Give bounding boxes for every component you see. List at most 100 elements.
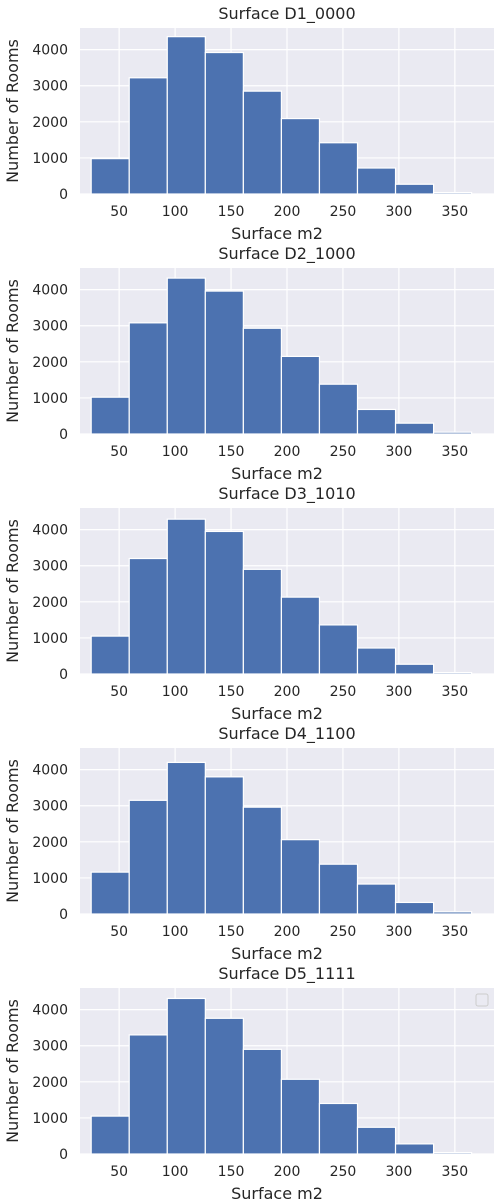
histogram-bar (394, 663, 435, 675)
subplot-5: Surface D5_1111 50 100 150 200 250 300 350 0 1000… (3, 964, 494, 1200)
y-tick-label: 0 (59, 667, 68, 683)
y-axis-label: Number of Rooms (3, 519, 22, 663)
x-tick-label: 100 (162, 924, 189, 940)
histogram-bar (90, 871, 130, 915)
x-tick-label: 100 (162, 204, 189, 220)
chart-title: Surface D5_1111 (218, 964, 355, 984)
chart-title: Surface D2_1000 (218, 244, 355, 264)
x-tick-label: 100 (162, 1164, 189, 1180)
x-tick-label: 150 (218, 924, 245, 940)
histogram-bar (394, 901, 435, 915)
x-tick-label: 200 (274, 684, 301, 700)
histogram-bar (318, 624, 359, 675)
histogram-bar (280, 1078, 321, 1155)
y-axis-label: Number of Rooms (3, 759, 22, 903)
histogram-bar (242, 806, 283, 915)
histogram-bar (90, 396, 130, 435)
histogram-bar (166, 761, 206, 915)
y-tick-label: 1000 (32, 151, 68, 167)
histogram-bar (318, 1102, 359, 1155)
subplot-3: Surface D3_1010 50 100 150 200 250 300 350 0 1000… (3, 484, 494, 723)
x-tick-label: 100 (162, 444, 189, 460)
histogram-bar (204, 776, 244, 915)
y-axis-label: Number of Rooms (3, 279, 22, 423)
histogram-bar (128, 77, 168, 195)
y-tick-label: 4000 (32, 523, 68, 539)
histogram-bar (356, 167, 397, 195)
histogram-bar (280, 839, 321, 915)
y-tick-label: 3000 (32, 1039, 68, 1055)
x-tick-label: 250 (330, 444, 357, 460)
y-tick-label: 0 (59, 907, 68, 923)
y-axis-label: Number of Rooms (3, 999, 22, 1143)
histogram-bar (280, 596, 321, 675)
x-tick-label: 50 (110, 204, 128, 220)
subplot-2: Surface D2_1000 50 100 150 200 250 300 350 0 1000… (3, 244, 494, 483)
chart-title: Surface D4_1100 (218, 724, 355, 744)
histogram-bar (242, 327, 283, 435)
y-tick-label: 4000 (32, 43, 68, 59)
chart-title: Surface D3_1010 (218, 484, 355, 504)
y-tick-label: 2000 (32, 835, 68, 851)
histogram-bar (128, 1034, 168, 1155)
x-tick-label: 350 (441, 204, 468, 220)
x-tick-label: 50 (110, 684, 128, 700)
histogram-bar (280, 355, 321, 435)
histogram-bar (128, 557, 168, 675)
x-axis-label: Surface m2 (231, 224, 323, 243)
x-tick-label: 300 (386, 924, 413, 940)
histogram-bar (432, 1151, 473, 1155)
y-tick-label: 1000 (32, 871, 68, 887)
histogram-bar (432, 911, 473, 915)
histogram-bar (204, 51, 244, 195)
histogram-bar (356, 1126, 397, 1155)
histogram-bar (90, 158, 130, 195)
y-tick-label: 3000 (32, 79, 68, 95)
x-tick-label: 350 (441, 1164, 468, 1180)
histogram-bar (166, 277, 206, 435)
histogram-bar (432, 431, 473, 435)
x-tick-label: 50 (110, 444, 128, 460)
x-tick-label: 250 (330, 204, 357, 220)
histogram-bar (432, 671, 473, 675)
histogram-bar (394, 1143, 435, 1155)
histogram-bar (90, 1115, 130, 1155)
y-tick-label: 0 (59, 187, 68, 203)
legend-box (475, 993, 489, 1007)
y-tick-label: 1000 (32, 1111, 68, 1127)
y-tick-label: 1000 (32, 631, 68, 647)
histogram-bar (90, 635, 130, 675)
x-tick-label: 300 (386, 204, 413, 220)
x-tick-label: 250 (330, 924, 357, 940)
histogram-bar (204, 530, 244, 675)
x-tick-label: 50 (110, 924, 128, 940)
x-tick-label: 150 (218, 684, 245, 700)
y-tick-label: 2000 (32, 595, 68, 611)
x-tick-label: 200 (274, 204, 301, 220)
x-axis-label: Surface m2 (231, 464, 323, 483)
chart-title: Surface D1_0000 (218, 4, 355, 24)
histogram-bar (204, 1017, 244, 1155)
histogram-bar (356, 647, 397, 675)
y-axis-label: Number of Rooms (3, 39, 22, 183)
x-axis-label: Surface m2 (231, 1184, 323, 1200)
y-tick-label: 4000 (32, 1003, 68, 1019)
x-tick-label: 150 (218, 1164, 245, 1180)
x-tick-label: 250 (330, 1164, 357, 1180)
histogram-bar (128, 799, 168, 915)
x-tick-label: 350 (441, 924, 468, 940)
x-tick-label: 350 (441, 444, 468, 460)
x-tick-label: 100 (162, 684, 189, 700)
histogram-bar (166, 518, 206, 675)
histogram-bar (280, 117, 321, 195)
x-tick-label: 50 (110, 1164, 128, 1180)
histogram-bar (166, 36, 206, 195)
x-tick-label: 150 (218, 444, 245, 460)
x-tick-label: 300 (386, 444, 413, 460)
x-tick-label: 200 (274, 444, 301, 460)
histogram-bar (242, 90, 283, 195)
histogram-bar (166, 997, 206, 1155)
x-tick-label: 300 (386, 1164, 413, 1180)
x-tick-label: 250 (330, 684, 357, 700)
x-tick-label: 150 (218, 204, 245, 220)
